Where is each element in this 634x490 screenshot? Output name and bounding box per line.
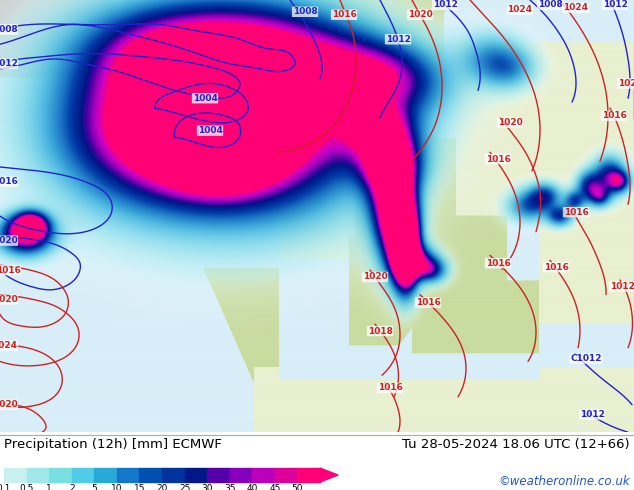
Text: 1024: 1024: [507, 5, 533, 14]
Text: 30: 30: [202, 484, 213, 490]
Text: 1016: 1016: [543, 263, 569, 271]
Bar: [139, 468, 162, 482]
Bar: [230, 468, 252, 482]
Text: 1020: 1020: [0, 400, 17, 409]
Bar: [184, 468, 207, 482]
Text: 1016: 1016: [415, 298, 441, 307]
Text: C1012: C1012: [570, 354, 602, 363]
Text: 5: 5: [91, 484, 97, 490]
Text: 1016: 1016: [602, 111, 626, 121]
Text: 1004: 1004: [198, 126, 223, 135]
Text: 1: 1: [46, 484, 52, 490]
Text: 1020: 1020: [498, 118, 522, 127]
Text: Tu 28-05-2024 18.06 UTC (12+66): Tu 28-05-2024 18.06 UTC (12+66): [403, 438, 630, 451]
Bar: [94, 468, 117, 482]
Text: 1020: 1020: [363, 272, 387, 281]
Text: 1016: 1016: [486, 155, 510, 164]
Text: 1008: 1008: [293, 7, 318, 16]
Polygon shape: [320, 468, 338, 482]
Text: 50: 50: [292, 484, 303, 490]
Text: 1012: 1012: [0, 59, 18, 68]
Text: 1016: 1016: [0, 266, 20, 274]
Bar: [162, 468, 184, 482]
Bar: [27, 468, 49, 482]
Text: 1020: 1020: [0, 295, 17, 304]
Text: 25: 25: [179, 484, 190, 490]
Text: 35: 35: [224, 484, 235, 490]
Text: 1016: 1016: [0, 177, 18, 186]
Text: 45: 45: [269, 484, 280, 490]
Bar: [49, 468, 72, 482]
Text: 40: 40: [247, 484, 258, 490]
Text: 1020: 1020: [0, 236, 17, 245]
Text: 1008: 1008: [538, 0, 562, 9]
Bar: [72, 468, 94, 482]
Text: 1004: 1004: [193, 94, 217, 103]
Bar: [4, 468, 27, 482]
Text: 1018: 1018: [368, 326, 392, 336]
Text: 10: 10: [111, 484, 122, 490]
Text: 1008: 1008: [0, 25, 17, 34]
Bar: [275, 468, 297, 482]
Text: 1012: 1012: [385, 35, 410, 44]
Text: 1012: 1012: [609, 282, 634, 292]
Bar: [297, 468, 320, 482]
Bar: [252, 468, 275, 482]
Text: 1016: 1016: [486, 259, 510, 268]
Text: 1024: 1024: [564, 3, 588, 12]
Text: 1020: 1020: [408, 10, 432, 19]
Text: 1016: 1016: [564, 208, 588, 217]
Bar: [207, 468, 230, 482]
Text: 1020: 1020: [618, 79, 634, 88]
Text: 15: 15: [134, 484, 145, 490]
Text: 20: 20: [157, 484, 167, 490]
Text: 0.1: 0.1: [0, 484, 11, 490]
Text: 2: 2: [69, 484, 75, 490]
Text: ©weatheronline.co.uk: ©weatheronline.co.uk: [498, 475, 630, 488]
Bar: [117, 468, 139, 482]
Text: Precipitation (12h) [mm] ECMWF: Precipitation (12h) [mm] ECMWF: [4, 438, 222, 451]
Text: 1024: 1024: [0, 341, 18, 350]
Text: 1016: 1016: [378, 384, 403, 392]
Text: 1012: 1012: [602, 0, 628, 9]
Text: 1012: 1012: [432, 0, 458, 9]
Text: 1012: 1012: [579, 410, 604, 419]
Text: 0.5: 0.5: [20, 484, 34, 490]
Text: 1016: 1016: [332, 10, 356, 19]
